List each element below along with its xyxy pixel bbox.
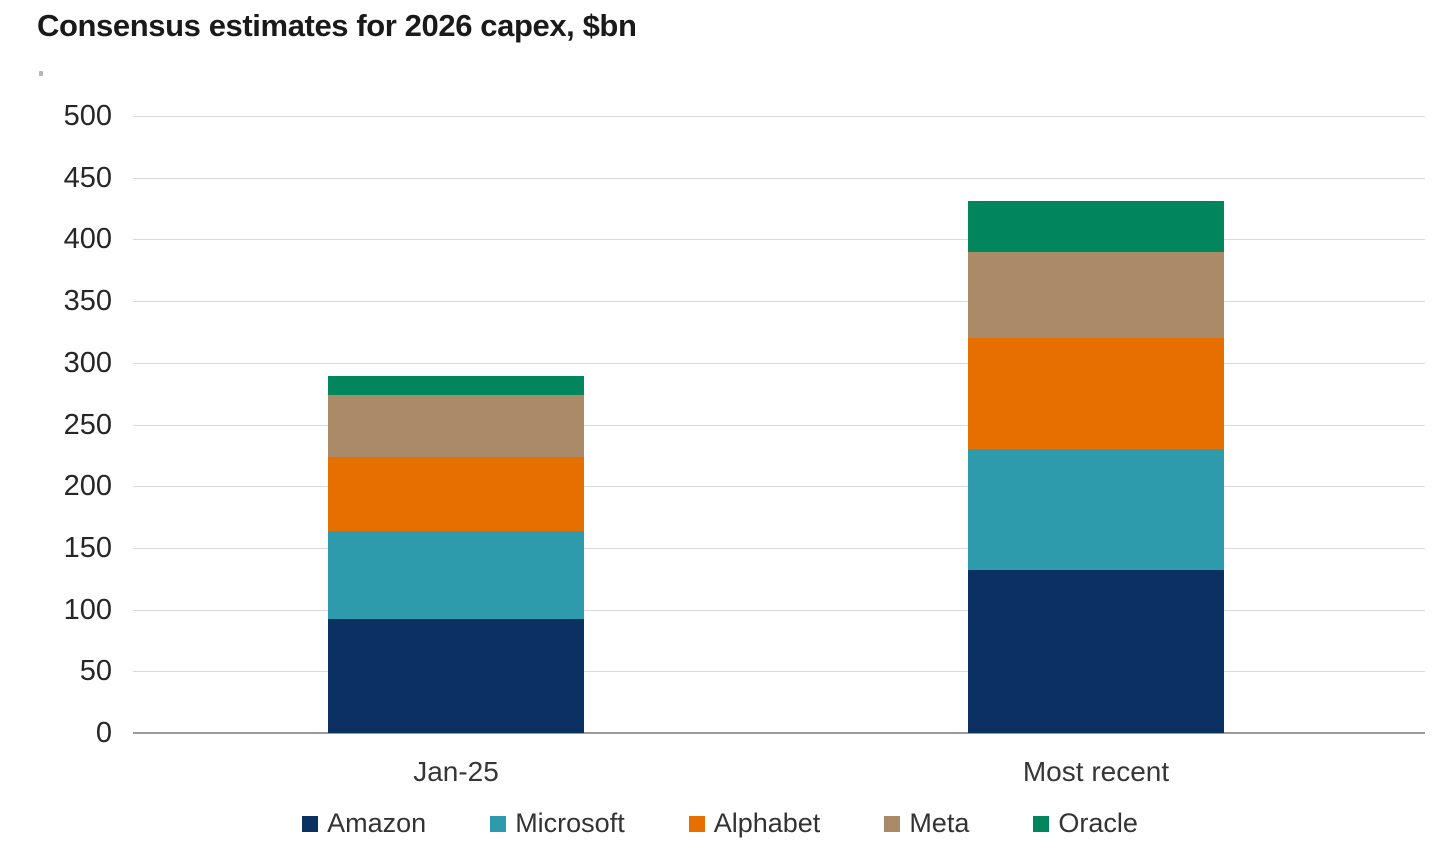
bar-segment-oracle-most-recent: [968, 201, 1224, 252]
x-axis-label-jan-25: Jan-25: [413, 756, 499, 787]
gridline-350: [133, 301, 1425, 303]
legend-item-microsoft: Microsoft: [490, 808, 625, 839]
legend: Amazon Microsoft Alphabet Meta Oracle: [0, 808, 1440, 839]
legend-item-oracle: Oracle: [1033, 808, 1138, 839]
y-axis-tick-label-300: 300: [63, 346, 112, 379]
y-axis-tick-label-50: 50: [79, 655, 112, 688]
y-axis-tick-label-400: 400: [63, 223, 112, 256]
bar-segment-alphabet-most-recent: [968, 338, 1224, 450]
y-axis-tick-label-100: 100: [63, 593, 112, 626]
bar-segment-alphabet-jan-25: [328, 456, 584, 531]
legend-swatch-alphabet: [688, 815, 705, 832]
gridline-50: [133, 671, 1425, 673]
gridline-500: [133, 116, 1425, 117]
y-axis-tick-label-150: 150: [63, 531, 112, 564]
bar-segment-meta-most-recent: [968, 251, 1224, 339]
stray-mark: [39, 71, 43, 76]
gridline-250: [133, 424, 1425, 426]
gridline-200: [133, 486, 1425, 488]
legend-label-meta: Meta: [909, 808, 970, 838]
gridline-450: [133, 177, 1425, 179]
bar-segment-amazon-jan-25: [328, 619, 584, 733]
gridline-300: [133, 362, 1425, 364]
legend-swatch-oracle: [1033, 815, 1050, 832]
legend-label-amazon: Amazon: [327, 808, 427, 838]
bar-segment-microsoft-jan-25: [328, 530, 584, 620]
y-axis-tick-label-0: 0: [95, 717, 112, 749]
y-axis-tick-label-350: 350: [63, 285, 112, 318]
legend-label-microsoft: Microsoft: [515, 808, 625, 838]
y-axis-tick-label-250: 250: [63, 408, 112, 441]
legend-item-amazon: Amazon: [302, 808, 426, 839]
legend-label-alphabet: Alphabet: [713, 808, 821, 838]
bar-segment-meta-jan-25: [328, 394, 584, 457]
gridline-400: [133, 239, 1425, 241]
y-axis-tick-label-450: 450: [63, 161, 112, 194]
x-axis-label-most-recent: Most recent: [1022, 756, 1170, 787]
legend-swatch-meta: [884, 815, 901, 832]
legend-swatch-microsoft: [490, 815, 507, 832]
bar-segment-oracle-jan-25: [328, 376, 584, 395]
x-axis-baseline: [133, 732, 1425, 734]
legend-item-meta: Meta: [884, 808, 969, 839]
gridline-100: [133, 609, 1425, 611]
y-axis-tick-label-500: 500: [63, 100, 112, 132]
bar-segment-amazon-most-recent: [968, 570, 1224, 733]
legend-item-alphabet: Alphabet: [688, 808, 821, 839]
chart-title: Consensus estimates for 2026 capex, $bn: [37, 8, 637, 43]
bar-segment-microsoft-most-recent: [968, 449, 1224, 571]
gridline-150: [133, 547, 1425, 549]
legend-swatch-amazon: [302, 815, 319, 832]
legend-label-oracle: Oracle: [1058, 808, 1138, 838]
y-axis-tick-label-200: 200: [63, 470, 112, 503]
